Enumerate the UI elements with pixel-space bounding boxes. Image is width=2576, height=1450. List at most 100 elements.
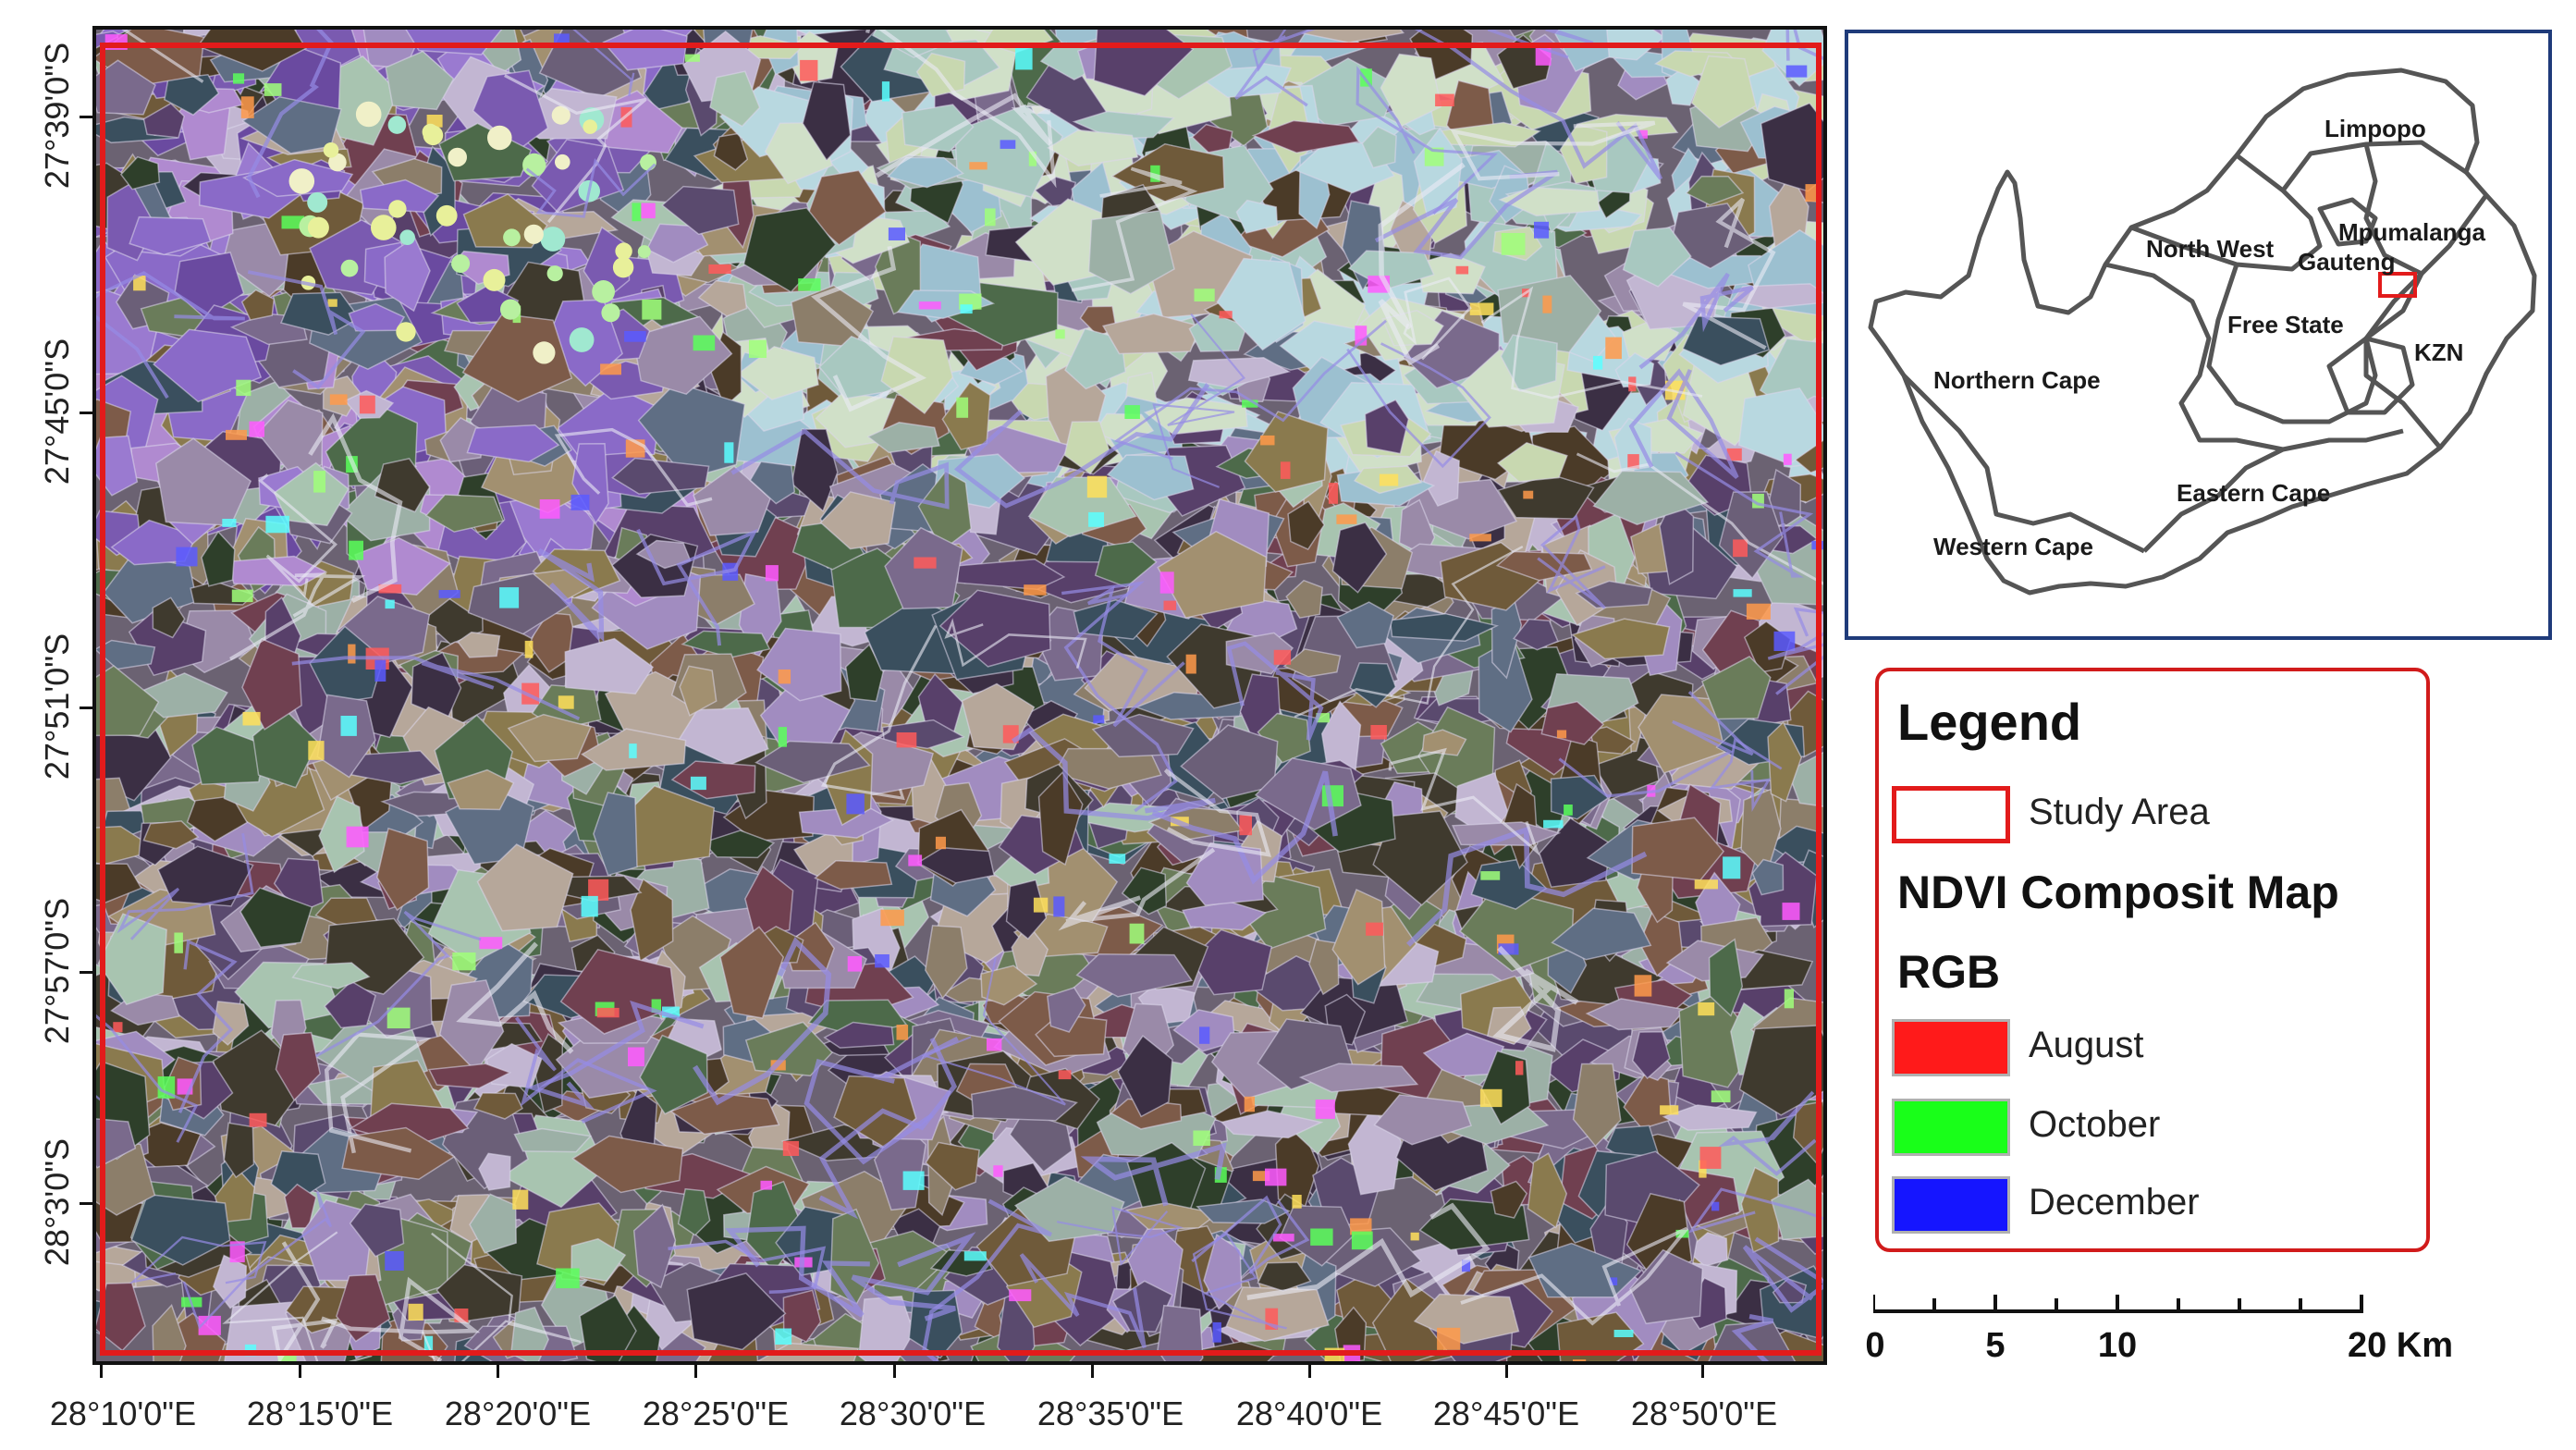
field-patch bbox=[472, 1092, 523, 1120]
center-pivot-field bbox=[546, 265, 563, 282]
center-pivot-field bbox=[483, 268, 506, 291]
drainage-line bbox=[1688, 1187, 1823, 1234]
bright-field bbox=[249, 421, 264, 437]
drainage-line bbox=[1558, 691, 1754, 798]
field-patch bbox=[1047, 129, 1139, 167]
drainage-line bbox=[1113, 319, 1388, 461]
field-patch bbox=[1300, 30, 1405, 43]
field-patch bbox=[142, 102, 185, 139]
bright-field bbox=[1783, 453, 1792, 465]
field-patch bbox=[1398, 498, 1436, 558]
center-pivot-field bbox=[451, 254, 471, 273]
drainage-line bbox=[1019, 1253, 1147, 1349]
bright-field bbox=[724, 442, 734, 463]
bright-field bbox=[1324, 1347, 1345, 1361]
bright-field bbox=[1009, 1289, 1032, 1302]
bright-field bbox=[1638, 129, 1648, 139]
bright-field bbox=[242, 711, 261, 726]
bright-field bbox=[1782, 903, 1800, 920]
field-patch bbox=[639, 1034, 708, 1115]
drainage-line bbox=[1346, 342, 1491, 469]
drainage-line bbox=[1163, 768, 1271, 857]
center-pivot-field bbox=[615, 242, 632, 260]
bright-field bbox=[1370, 725, 1387, 740]
field-patch bbox=[713, 132, 749, 171]
bright-field bbox=[236, 379, 251, 397]
bright-field bbox=[684, 54, 700, 62]
center-pivot-field bbox=[371, 215, 397, 240]
y-tick-label: 28°3'0"S bbox=[38, 1137, 76, 1267]
bright-field bbox=[340, 716, 357, 736]
field-patch bbox=[925, 925, 968, 1000]
band-label-december: December bbox=[2029, 1182, 2200, 1223]
bright-field bbox=[1480, 871, 1501, 880]
field-patch bbox=[509, 1306, 550, 1361]
center-pivot-field bbox=[637, 245, 651, 259]
bright-field bbox=[1627, 454, 1639, 469]
bright-field bbox=[1280, 461, 1291, 479]
province-label: KZN bbox=[2414, 338, 2464, 366]
field-patch bbox=[1027, 476, 1137, 538]
bright-field bbox=[902, 1171, 925, 1190]
y-tick-mark bbox=[80, 971, 92, 974]
bright-field bbox=[1328, 483, 1338, 504]
bright-field bbox=[1242, 399, 1258, 408]
field-patch bbox=[630, 878, 674, 963]
scale-bar: 0 5 10 20 Km bbox=[1865, 1284, 2474, 1395]
field-patch bbox=[1490, 1180, 1528, 1219]
bright-field bbox=[1194, 289, 1215, 301]
field-patch bbox=[1751, 858, 1785, 896]
bright-field bbox=[765, 565, 779, 582]
drainage-line bbox=[668, 1239, 827, 1295]
x-tick-label: 28°25'0"E bbox=[642, 1395, 790, 1432]
field-patch bbox=[1336, 601, 1394, 649]
field-patch bbox=[1046, 987, 1086, 1033]
field-patch bbox=[858, 1296, 914, 1361]
field-patch bbox=[1308, 939, 1340, 996]
x-tick-mark bbox=[1701, 1365, 1704, 1378]
x-tick-mark bbox=[694, 1365, 697, 1378]
field-patch bbox=[1421, 729, 1467, 756]
bright-field bbox=[642, 300, 662, 320]
bright-field bbox=[1252, 1171, 1270, 1182]
bright-field bbox=[1573, 1359, 1587, 1361]
bright-field bbox=[539, 499, 560, 519]
ndvi-composite-map[interactable] bbox=[92, 26, 1827, 1365]
center-pivot-field bbox=[396, 322, 416, 342]
drainage-line bbox=[693, 937, 832, 1106]
field-patch bbox=[1075, 953, 1194, 998]
bright-field bbox=[1033, 897, 1049, 913]
field-patch bbox=[239, 887, 313, 949]
bright-field bbox=[1093, 715, 1105, 724]
x-tick-label: 28°50'0"E bbox=[1630, 1395, 1778, 1432]
bright-field bbox=[1199, 1026, 1210, 1044]
drainage-line bbox=[1709, 737, 1783, 813]
field-patch bbox=[1285, 579, 1324, 620]
bright-field bbox=[378, 584, 402, 594]
center-pivot-field bbox=[523, 224, 544, 244]
field-patch bbox=[1282, 648, 1342, 678]
drainage-line bbox=[247, 270, 366, 390]
y-tick-mark bbox=[80, 707, 92, 709]
drainage-line bbox=[129, 1235, 267, 1284]
border-northern-cape-northwest bbox=[2104, 262, 2284, 452]
bright-field bbox=[708, 264, 731, 274]
bright-field bbox=[113, 1022, 123, 1033]
band-label-october: October bbox=[2029, 1104, 2161, 1145]
bright-field bbox=[749, 339, 767, 358]
drainage-line bbox=[1742, 1236, 1823, 1313]
field-patch bbox=[749, 461, 796, 505]
drainage-line bbox=[1355, 66, 1498, 215]
bright-field bbox=[914, 557, 937, 569]
province-label: Western Cape bbox=[1933, 533, 2093, 560]
field-patch bbox=[350, 750, 443, 785]
field-patch bbox=[466, 424, 560, 463]
field-patch bbox=[1361, 126, 1397, 169]
bright-field bbox=[1660, 1105, 1679, 1115]
field-patch bbox=[1298, 1063, 1419, 1093]
field-patch bbox=[1191, 123, 1233, 155]
study-area-marker bbox=[2378, 272, 2417, 298]
field-patch bbox=[1500, 334, 1558, 392]
bright-field bbox=[1159, 571, 1174, 594]
bright-field bbox=[176, 547, 198, 567]
